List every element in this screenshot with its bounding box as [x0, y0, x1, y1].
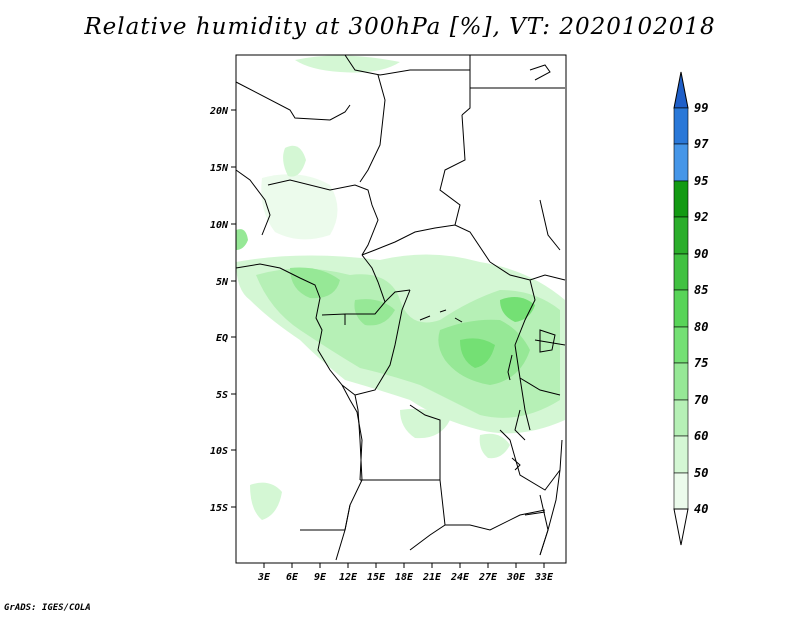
lat-label: 15N [210, 163, 229, 174]
lat-label: 20N [209, 106, 229, 117]
lon-label: 27E [478, 572, 498, 583]
colorbar-segment [673, 472, 689, 510]
colorbar-segment [673, 216, 689, 255]
lat-label: 15S [210, 503, 228, 514]
colorbar-segment [673, 399, 689, 437]
colorbar-label: 92 [694, 210, 708, 224]
colorbar-label: 75 [694, 356, 708, 370]
map-frame [235, 54, 567, 564]
colorbar-label: 80 [694, 320, 708, 334]
colorbar-label: 85 [694, 283, 708, 297]
latitude-labels: 20N 15N 10N 5N EQ 5S 10S 15S [209, 106, 229, 514]
colorbar-segment [673, 435, 689, 474]
colorbar-label: 99 [694, 101, 708, 115]
lon-label: 6E [286, 572, 299, 583]
humidity-shading [236, 55, 565, 520]
colorbar-top-arrow [673, 71, 689, 109]
colorbar-segment [673, 180, 689, 218]
lat-label: 10S [210, 446, 228, 457]
lon-label: 15E [367, 572, 386, 583]
lon-label: 30E [506, 572, 526, 583]
colorbar-label: 40 [694, 502, 708, 516]
coastlines [235, 64, 563, 561]
colorbar-segment [673, 143, 689, 182]
colorbar-label: 95 [694, 174, 708, 188]
colorbar-segment [673, 362, 689, 401]
lon-label: 21E [422, 572, 442, 583]
colorbar-label: 50 [694, 466, 708, 480]
lon-label: 9E [314, 572, 327, 583]
colorbar-label: 60 [694, 429, 708, 443]
longitude-labels: 3E 6E 9E 12E 15E 18E 21E 24E 27E 30E 33E [257, 572, 554, 583]
lon-label: 12E [339, 572, 358, 583]
grads-credit: GrADS: IGES/COLA [4, 603, 91, 613]
lon-label: 24E [450, 572, 470, 583]
colorbar-segment [673, 289, 689, 328]
colorbar-label: 90 [694, 247, 708, 261]
colorbar-label: 70 [694, 393, 708, 407]
lat-label: 10N [210, 220, 229, 231]
colorbar-segment [673, 326, 689, 364]
lon-label: 18E [395, 572, 414, 583]
colorbar-bottom-arrow [673, 508, 689, 546]
lon-label: 33E [534, 572, 554, 583]
colorbar-label: 97 [694, 137, 709, 151]
lat-label: 5S [216, 390, 228, 401]
lat-label: 5N [216, 277, 229, 288]
colorbar-segment [673, 107, 689, 145]
lat-label: EQ [216, 333, 228, 344]
colorbar: 99 97 95 92 90 85 80 75 70 60 50 40 [673, 71, 709, 546]
map-title: Relative humidity at 300hPa [%], VT: 202… [84, 14, 716, 40]
lon-label: 3E [257, 572, 271, 583]
colorbar-segment [673, 253, 689, 291]
axis-tick-marks [231, 109, 545, 568]
